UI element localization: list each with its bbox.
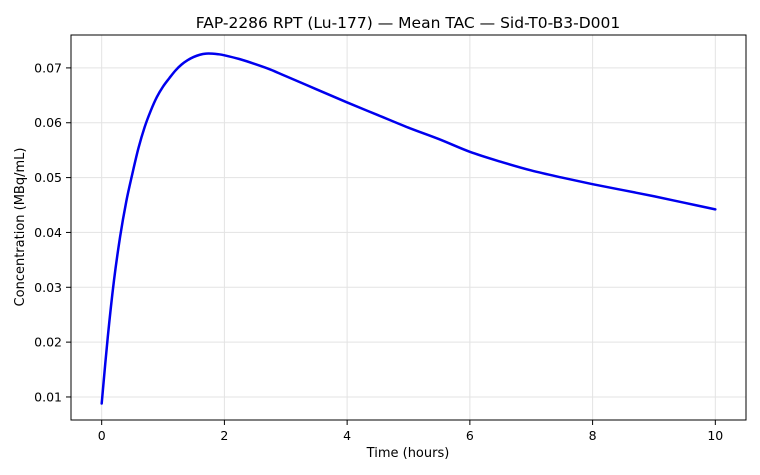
data-point <box>218 54 219 55</box>
y-tick-label: 0.01 <box>34 389 62 404</box>
data-point <box>138 147 139 148</box>
data-point <box>107 336 108 337</box>
y-tick-label: 0.04 <box>34 225 62 240</box>
y-tick-label: 0.06 <box>34 115 62 130</box>
data-point <box>469 151 470 152</box>
chart-title: FAP-2286 RPT (Lu-177) — Mean TAC — Sid-T… <box>196 14 620 32</box>
data-point <box>162 86 163 87</box>
data-point <box>212 53 213 54</box>
data-point <box>684 202 685 203</box>
data-point <box>285 76 286 77</box>
data-point <box>239 59 240 60</box>
data-point <box>531 170 532 171</box>
data-point <box>199 54 200 55</box>
x-tick-label: 8 <box>589 428 597 443</box>
y-tick-label: 0.05 <box>34 170 62 185</box>
y-axis: 0.01 0.02 0.03 0.04 0.05 0.06 0.07 <box>34 60 71 404</box>
x-axis-label: Time (hours) <box>366 446 450 461</box>
data-point <box>205 53 206 54</box>
data-point <box>715 209 716 210</box>
data-point <box>377 114 378 115</box>
data-point <box>623 190 624 191</box>
data-point <box>347 102 348 103</box>
data-point <box>408 127 409 128</box>
data-point <box>592 184 593 185</box>
data-point <box>500 161 501 162</box>
grid <box>71 35 746 420</box>
data-point <box>169 78 170 79</box>
data-point <box>101 403 102 404</box>
data-point <box>113 280 114 281</box>
x-tick-label: 10 <box>707 428 723 443</box>
data-point <box>439 139 440 140</box>
data-point <box>187 60 188 61</box>
data-point <box>144 127 145 128</box>
plot-frame <box>70 34 747 421</box>
y-tick-label: 0.02 <box>34 335 62 350</box>
data-point <box>316 89 317 90</box>
x-tick-label: 0 <box>98 428 106 443</box>
data-point <box>224 55 225 56</box>
data-point <box>561 177 562 178</box>
series-line <box>100 52 717 405</box>
y-tick-label: 0.03 <box>34 280 62 295</box>
x-tick-label: 6 <box>466 428 474 443</box>
x-tick-label: 4 <box>343 428 351 443</box>
x-tick-label: 2 <box>220 428 228 443</box>
data-point <box>175 70 176 71</box>
data-point <box>270 69 271 70</box>
series-layer <box>100 52 717 405</box>
data-point <box>653 196 654 197</box>
data-point <box>181 64 182 65</box>
data-point <box>254 63 255 64</box>
data-point <box>126 201 127 202</box>
data-point <box>156 96 157 97</box>
x-axis: 0 2 4 6 8 10 <box>98 420 723 443</box>
data-point <box>150 110 151 111</box>
y-axis-label: Concentration (MBq/mL) <box>13 148 28 307</box>
data-point <box>193 56 194 57</box>
data-point <box>119 236 120 237</box>
data-point <box>132 173 133 174</box>
y-tick-label: 0.07 <box>34 60 62 75</box>
